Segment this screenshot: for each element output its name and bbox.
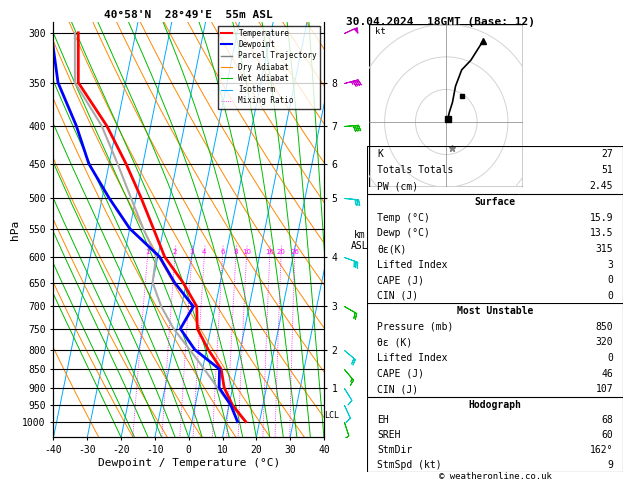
Text: 46: 46 bbox=[601, 368, 613, 379]
Text: 3: 3 bbox=[607, 260, 613, 270]
Text: Hodograph: Hodograph bbox=[469, 399, 521, 410]
Text: 0: 0 bbox=[607, 291, 613, 301]
Text: Dewp (°C): Dewp (°C) bbox=[377, 228, 430, 239]
Text: K: K bbox=[377, 149, 383, 159]
Text: 27: 27 bbox=[601, 149, 613, 159]
Text: LCL: LCL bbox=[324, 411, 339, 419]
Y-axis label: hPa: hPa bbox=[9, 220, 19, 240]
Text: CIN (J): CIN (J) bbox=[377, 291, 418, 301]
Text: 107: 107 bbox=[596, 384, 613, 394]
X-axis label: Dewpoint / Temperature (°C): Dewpoint / Temperature (°C) bbox=[97, 458, 280, 468]
Text: θε (K): θε (K) bbox=[377, 337, 412, 347]
Text: EH: EH bbox=[377, 415, 389, 425]
Text: Pressure (mb): Pressure (mb) bbox=[377, 322, 454, 332]
Text: 4: 4 bbox=[202, 249, 206, 255]
Text: 6: 6 bbox=[220, 249, 225, 255]
Text: © weatheronline.co.uk: © weatheronline.co.uk bbox=[438, 472, 552, 481]
Text: 162°: 162° bbox=[589, 445, 613, 455]
Legend: Temperature, Dewpoint, Parcel Trajectory, Dry Adiabat, Wet Adiabat, Isotherm, Mi: Temperature, Dewpoint, Parcel Trajectory… bbox=[218, 26, 320, 108]
Text: CAPE (J): CAPE (J) bbox=[377, 275, 424, 285]
Y-axis label: km
ASL: km ASL bbox=[351, 230, 369, 251]
Text: 26: 26 bbox=[290, 249, 299, 255]
Text: 16: 16 bbox=[265, 249, 274, 255]
Text: 1: 1 bbox=[145, 249, 150, 255]
Text: 60: 60 bbox=[601, 430, 613, 440]
Text: 320: 320 bbox=[596, 337, 613, 347]
Text: 8: 8 bbox=[233, 249, 238, 255]
Text: Lifted Index: Lifted Index bbox=[377, 353, 447, 363]
Text: 850: 850 bbox=[596, 322, 613, 332]
Text: 9: 9 bbox=[607, 460, 613, 470]
Text: 68: 68 bbox=[601, 415, 613, 425]
Text: 20: 20 bbox=[277, 249, 286, 255]
Text: StmSpd (kt): StmSpd (kt) bbox=[377, 460, 442, 470]
Text: 30.04.2024  18GMT (Base: 12): 30.04.2024 18GMT (Base: 12) bbox=[346, 17, 535, 27]
Text: Temp (°C): Temp (°C) bbox=[377, 213, 430, 223]
Text: θε(K): θε(K) bbox=[377, 244, 406, 254]
Text: 315: 315 bbox=[596, 244, 613, 254]
Text: 2: 2 bbox=[173, 249, 177, 255]
Text: Surface: Surface bbox=[474, 197, 516, 207]
Text: 10: 10 bbox=[242, 249, 251, 255]
Title: 40°58'N  28°49'E  55m ASL: 40°58'N 28°49'E 55m ASL bbox=[104, 10, 273, 20]
Text: Most Unstable: Most Unstable bbox=[457, 306, 533, 316]
Text: PW (cm): PW (cm) bbox=[377, 181, 418, 191]
Text: 15.9: 15.9 bbox=[589, 213, 613, 223]
Text: 51: 51 bbox=[601, 165, 613, 175]
Text: SREH: SREH bbox=[377, 430, 401, 440]
Text: 0: 0 bbox=[607, 353, 613, 363]
Text: 0: 0 bbox=[607, 275, 613, 285]
Text: CAPE (J): CAPE (J) bbox=[377, 368, 424, 379]
Text: kt: kt bbox=[376, 27, 386, 36]
Text: CIN (J): CIN (J) bbox=[377, 384, 418, 394]
Text: Totals Totals: Totals Totals bbox=[377, 165, 454, 175]
Text: StmDir: StmDir bbox=[377, 445, 412, 455]
Text: 3: 3 bbox=[189, 249, 194, 255]
Text: 13.5: 13.5 bbox=[589, 228, 613, 239]
Text: 2.45: 2.45 bbox=[589, 181, 613, 191]
Text: Lifted Index: Lifted Index bbox=[377, 260, 447, 270]
